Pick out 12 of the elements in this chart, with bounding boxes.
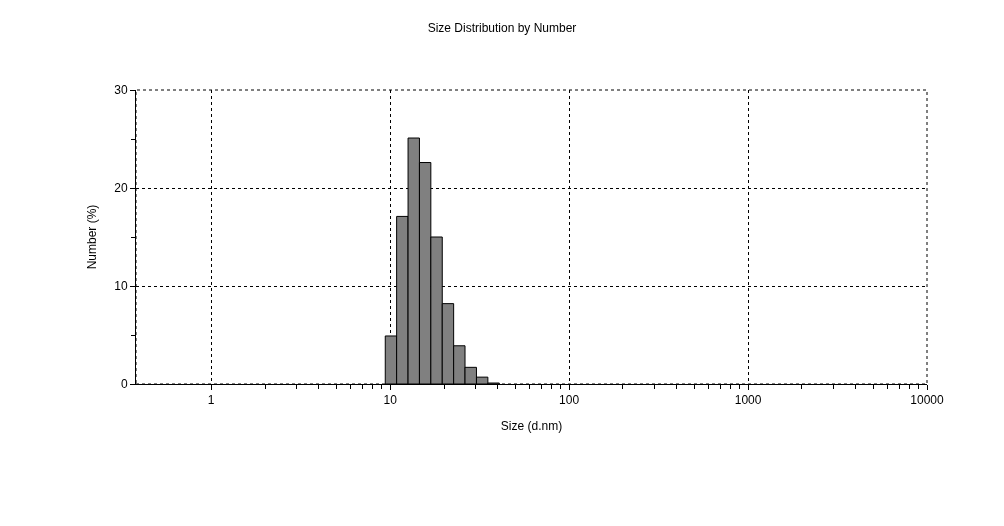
x-tick-label: 10 [383,393,398,408]
x-tick-label: 100 [559,393,580,408]
y-tick-label: 20 [114,181,128,196]
x-axis-title: Size (d.nm) [500,419,563,434]
y-tick-label: 30 [114,83,128,98]
x-tick-label: 1 [207,393,215,408]
chart-title: Size Distribution by Number [427,21,577,36]
y-axis-title: Number (%) [84,204,99,270]
x-tick-label: 1000 [734,393,762,408]
x-tick-label: 10000 [910,393,945,408]
y-tick-label: 0 [120,377,128,392]
y-tick-label: 10 [114,279,128,294]
